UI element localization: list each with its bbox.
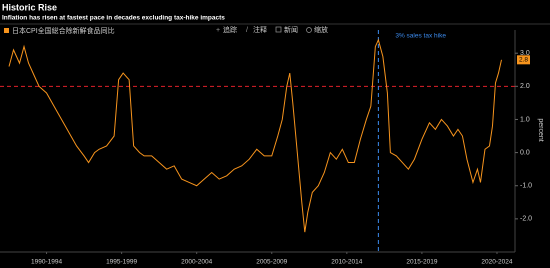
x-tick-label: 2000-2004 xyxy=(181,259,212,266)
y-tick-label: -2.0 xyxy=(520,216,532,223)
legend-label: 日本CPI全国総合除新鮮食品同比 xyxy=(12,26,115,35)
y-tick-label: 2.0 xyxy=(520,83,530,90)
x-tick-label: 2020-2024 xyxy=(481,259,512,266)
chart-title: Historic Rise xyxy=(2,2,57,12)
last-value-box xyxy=(517,55,530,65)
y-axis-title: percent xyxy=(537,118,544,141)
y-tick-label: -1.0 xyxy=(520,183,532,190)
y-tick-label: 1.0 xyxy=(520,116,530,123)
legend-swatch xyxy=(4,28,9,33)
toolbar-button[interactable]: / 注释 xyxy=(246,25,267,34)
x-tick-label: 1990-1994 xyxy=(31,259,62,266)
x-tick-label: 2015-2019 xyxy=(406,259,437,266)
annotation-label: 3% sales tax hike xyxy=(395,33,446,40)
toolbar-label[interactable]: 新闻 xyxy=(284,25,298,34)
toolbar: + 追踪 / 注释 新闻 缩放 xyxy=(216,25,328,34)
svg-text:+: + xyxy=(216,27,220,34)
toolbar-button[interactable]: + 追踪 xyxy=(216,25,237,34)
series-line xyxy=(8,38,502,233)
toolbar-button[interactable]: 新闻 xyxy=(275,25,298,34)
y-tick-label: 3.0 xyxy=(520,50,530,57)
toolbar-button[interactable]: 缩放 xyxy=(306,25,329,34)
x-tick-label: 1995-1999 xyxy=(106,259,137,266)
toolbar-label[interactable]: 追踪 xyxy=(223,25,237,34)
svg-text:/: / xyxy=(246,27,248,34)
last-value-label: 2.8 xyxy=(519,57,528,64)
toolbar-label[interactable]: 注释 xyxy=(253,25,267,34)
x-tick-label: 2010-2014 xyxy=(331,259,362,266)
x-tick-label: 2005-2009 xyxy=(256,259,287,266)
toolbar-label[interactable]: 缩放 xyxy=(314,25,328,34)
y-tick-label: 0.0 xyxy=(520,149,530,156)
chart-subtitle: Inflation has risen at fastest pace in d… xyxy=(2,15,225,22)
